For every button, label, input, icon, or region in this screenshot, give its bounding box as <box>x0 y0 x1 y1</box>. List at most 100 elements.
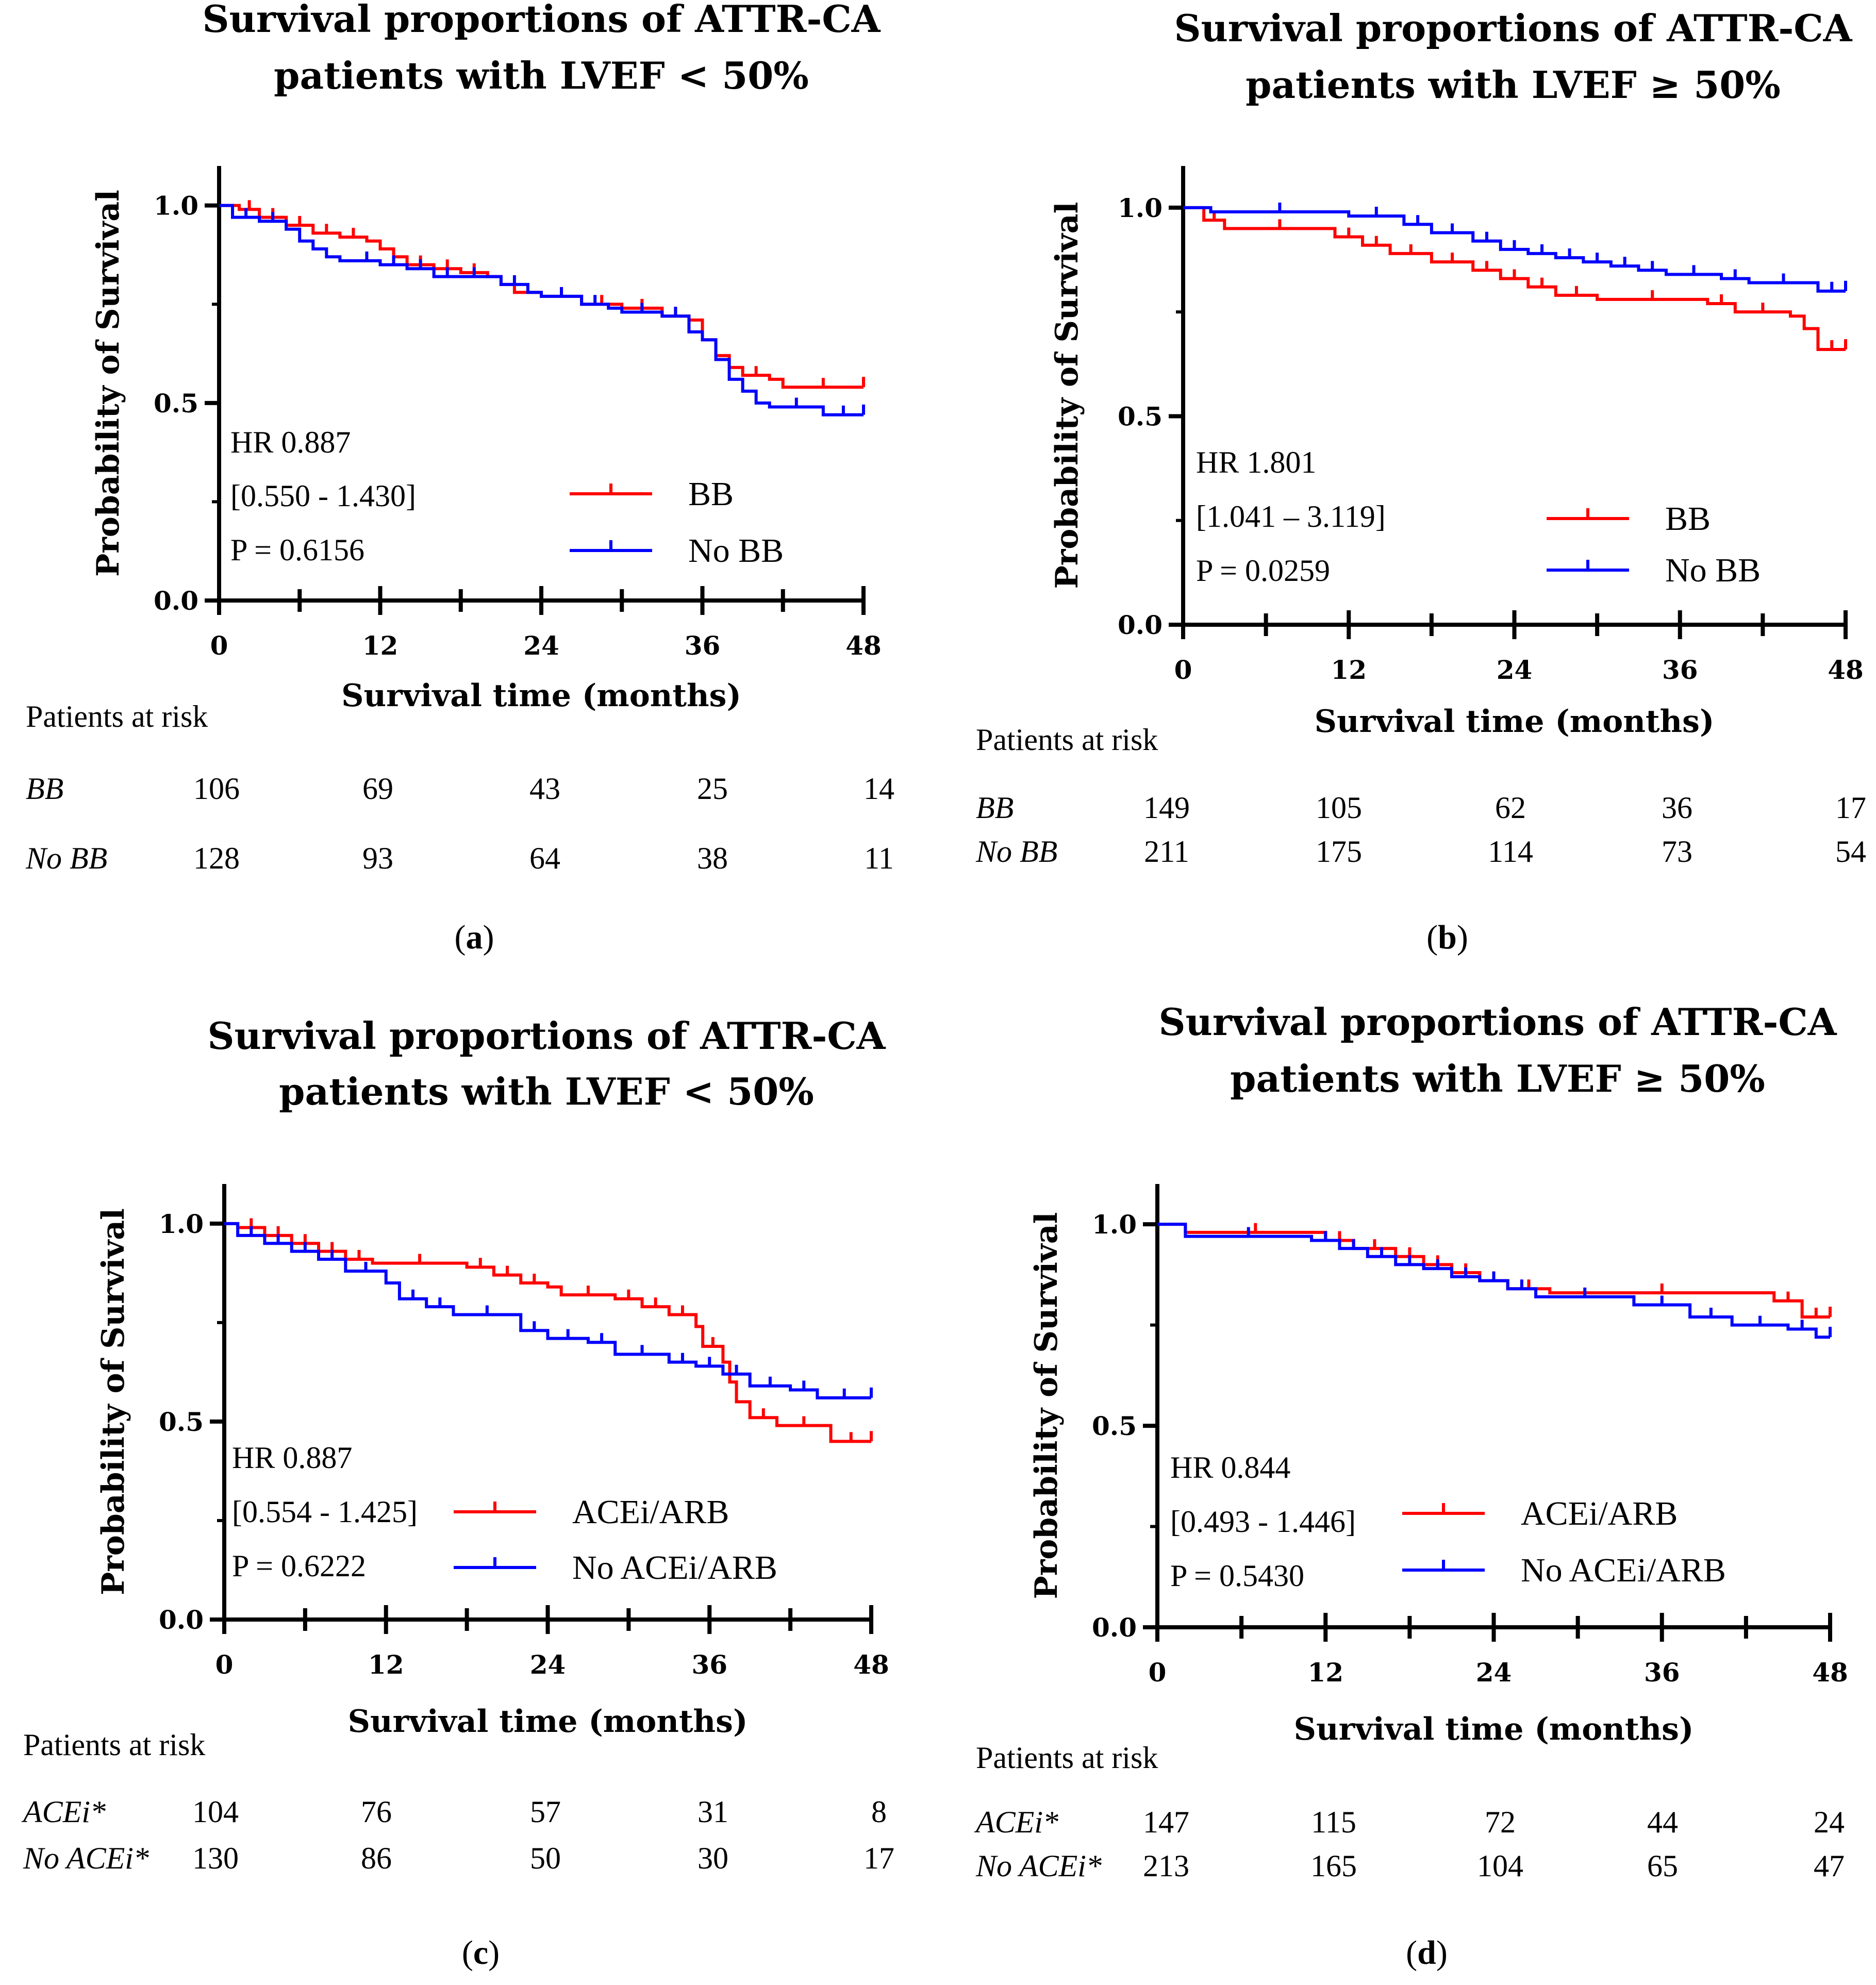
panel-b-series-treated-line <box>1183 206 1846 351</box>
panel-c-series-untreated-line <box>224 1222 871 1399</box>
panel-a-risk-table-heading: Patients at risk <box>26 699 208 733</box>
panel-c-x-tick-label: 36 <box>691 1649 727 1680</box>
panel-c-y-tick-label: 0.0 <box>159 1605 204 1635</box>
panel-c-risk-value: 50 <box>530 1841 561 1875</box>
panel-c-title-line1: Survival proportions of ATTR-CA <box>207 1014 886 1058</box>
panel-d-y-axis-title: Probability of Survival <box>1028 1212 1065 1599</box>
panel-c-risk-value: 76 <box>361 1795 392 1829</box>
panel-d-title-line2: patients with LVEF ≥ 50% <box>1230 1057 1765 1100</box>
panel-a-p-value: P = 0.6156 <box>230 533 364 567</box>
panel-b-confidence-interval: [1.041 – 3.119] <box>1196 499 1386 533</box>
panel-c-confidence-interval: [0.554 - 1.425] <box>232 1495 418 1529</box>
panel-a-y-tick-label: 0.0 <box>154 586 198 616</box>
panel-a-risk-value: 106 <box>193 772 240 806</box>
panel-c-risk-value: 130 <box>192 1841 239 1875</box>
panel-b-y-tick-label: 0.0 <box>1118 610 1163 640</box>
panel-d-risk-value: 47 <box>1814 1849 1845 1883</box>
panel-a-panel-label: (a) <box>455 919 494 956</box>
panel-c-y-axis-title: Probability of Survival <box>95 1208 131 1595</box>
panel-c-risk-value: 31 <box>698 1795 728 1829</box>
panel-b-risk-row-label: BB <box>976 791 1014 825</box>
panel-d-y-tick-label: 0.0 <box>1092 1612 1137 1643</box>
panel-d-confidence-interval: [0.493 - 1.446] <box>1170 1505 1356 1539</box>
panel-d-hazard-ratio: HR 0.844 <box>1170 1450 1290 1484</box>
panel-a-risk-value: 14 <box>864 772 894 806</box>
panel-c-series-untreated-censor-marks <box>250 1226 873 1398</box>
panel-c-x-tick-label: 0 <box>215 1649 234 1680</box>
panel-c-risk-table-heading: Patients at risk <box>23 1728 205 1762</box>
panel-b: Survival proportions of ATTR-CA patients … <box>975 6 1866 956</box>
panel-d-series-untreated-line <box>1157 1223 1830 1339</box>
panel-a-x-tick-label: 0 <box>210 630 228 661</box>
panel-b-x-tick-label: 48 <box>1828 655 1864 685</box>
panel-d-y-tick-label: 1.0 <box>1092 1209 1137 1240</box>
panel-d-x-tick-label: 48 <box>1812 1657 1848 1688</box>
panel-b-risk-row-label: No BB <box>975 835 1057 869</box>
panel-c-y-tick-label: 0.5 <box>159 1407 204 1437</box>
panel-b-y-tick-label: 0.5 <box>1118 401 1163 431</box>
panel-c-x-axis-title: Survival time (months) <box>348 1704 748 1740</box>
panel-b-y-axis-title: Probability of Survival <box>1049 202 1085 589</box>
panel-d-risk-value: 24 <box>1814 1805 1845 1839</box>
panel-b-legend-label-treated: BB <box>1665 500 1711 538</box>
panel-d-title-line1: Survival proportions of ATTR-CA <box>1158 1000 1837 1044</box>
panel-b-risk-value: 36 <box>1662 791 1692 825</box>
panel-b-risk-value: 114 <box>1488 835 1533 869</box>
panel-d-y-tick-label: 0.5 <box>1092 1411 1137 1441</box>
panel-d-x-tick-label: 24 <box>1476 1657 1512 1688</box>
panel-b-hazard-ratio: HR 1.801 <box>1196 445 1316 479</box>
panel-a-x-tick-label: 48 <box>845 630 882 661</box>
panel-b-panel-label: (b) <box>1426 919 1468 956</box>
panel-a-x-tick-label: 24 <box>523 630 559 661</box>
panel-c-title-line2: patients with LVEF < 50% <box>279 1070 814 1113</box>
panel-a-series-untreated-censor-marks <box>244 208 865 415</box>
panel-d-series-treated-line <box>1157 1223 1830 1319</box>
panel-d-panel-label: (d) <box>1406 1934 1448 1972</box>
panel-b-title-line1: Survival proportions of ATTR-CA <box>1174 6 1852 50</box>
panel-d-risk-value: 104 <box>1477 1849 1523 1883</box>
panel-c-risk-value: 86 <box>361 1841 392 1875</box>
panel-d-x-axis-title: Survival time (months) <box>1294 1711 1694 1747</box>
panel-b-risk-value: 54 <box>1835 835 1866 869</box>
panel-d-series-treated-censor-marks <box>1254 1223 1832 1317</box>
panel-b-series-untreated-censor-marks <box>1278 203 1847 291</box>
panel-c-x-tick-label: 48 <box>853 1649 889 1680</box>
panel-d-x-tick-label: 12 <box>1307 1657 1343 1688</box>
panel-a-hazard-ratio: HR 0.887 <box>230 425 351 459</box>
panel-a: Survival proportions of ATTR-CA patients … <box>25 0 894 956</box>
panel-c-risk-row-label: No ACEi* <box>23 1841 149 1875</box>
panel-a-title-line1: Survival proportions of ATTR-CA <box>202 0 881 41</box>
panel-a-legend-label-untreated: No BB <box>688 532 784 570</box>
panel-b-x-axis-title: Survival time (months) <box>1315 704 1715 740</box>
panel-b-risk-value: 105 <box>1316 791 1362 825</box>
panel-d-risk-value: 147 <box>1143 1805 1189 1839</box>
panel-c-risk-row-label: ACEi* <box>21 1795 106 1829</box>
panel-d-risk-value: 115 <box>1311 1805 1356 1839</box>
panel-d-risk-value: 72 <box>1485 1805 1516 1839</box>
panel-b-p-value: P = 0.0259 <box>1196 554 1330 588</box>
panel-a-x-tick-label: 36 <box>685 630 721 661</box>
panel-d-x-tick-label: 36 <box>1644 1657 1680 1688</box>
panel-d-legend-label-untreated: No ACEi/ARB <box>1521 1552 1726 1589</box>
panel-b-y-tick-label: 1.0 <box>1118 193 1163 223</box>
panel-a-title-line2: patients with LVEF < 50% <box>274 54 809 97</box>
panel-b-risk-value: 211 <box>1144 835 1189 869</box>
panel-c-p-value: P = 0.6222 <box>232 1549 366 1583</box>
panel-a-risk-value: 64 <box>529 841 560 875</box>
panel-d-risk-value: 165 <box>1310 1849 1357 1883</box>
panel-a-risk-value: 38 <box>697 841 728 875</box>
panel-a-risk-value: 128 <box>193 841 240 875</box>
panel-b-risk-value: 149 <box>1143 791 1190 825</box>
panel-c-x-tick-label: 12 <box>368 1649 404 1680</box>
panel-c-legend-label-untreated: No ACEi/ARB <box>572 1549 777 1587</box>
panel-b-series-untreated-line <box>1183 206 1846 293</box>
panel-a-risk-row-label: No BB <box>25 841 107 875</box>
panel-d-p-value: P = 0.5430 <box>1170 1559 1304 1593</box>
panel-a-x-tick-label: 12 <box>362 630 399 661</box>
panel-d-risk-row-label: No ACEi* <box>975 1849 1102 1883</box>
panel-c-series-treated-censor-marks <box>250 1218 873 1442</box>
panel-d-risk-value: 213 <box>1143 1849 1189 1883</box>
panel-c-x-tick-label: 24 <box>530 1649 566 1680</box>
panel-d-risk-row-label: ACEi* <box>974 1805 1058 1839</box>
